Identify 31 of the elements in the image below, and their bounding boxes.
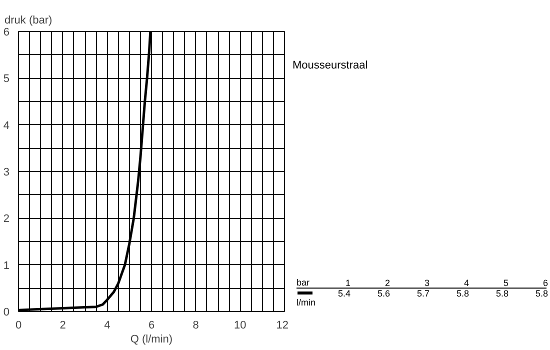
text: bar [296, 278, 310, 288]
text: 5.7 [416, 288, 430, 298]
text: 3 [424, 278, 430, 288]
text: 5 [503, 278, 509, 288]
y-tick-label: 4 [3, 120, 10, 132]
x-tick-label: 4 [104, 320, 110, 332]
text: l/min [296, 298, 316, 308]
x-tick-label: 12 [276, 320, 289, 332]
text: 5.8 [496, 288, 509, 298]
y-tick-label: 5 [3, 73, 10, 86]
x-tick-label: 8 [192, 320, 199, 332]
text: 2 [384, 278, 390, 288]
text: 6 [542, 278, 548, 288]
y-tick-label: 2 [3, 213, 10, 226]
y-tick-label: 6 [3, 26, 10, 38]
x-axis-title: Q (l/min) [130, 334, 173, 346]
y-tick-label: 0 [3, 306, 10, 318]
x-tick-label: 6 [148, 320, 155, 332]
text: 5.6 [377, 288, 390, 298]
x-tick-label: 0 [15, 320, 22, 332]
text: 5.8 [535, 288, 548, 298]
text: 5.4 [338, 288, 351, 298]
x-tick-label: 10 [234, 320, 246, 332]
y-tick-label: 3 [3, 166, 10, 178]
text: 4 [464, 278, 470, 288]
y-tick-label: 1 [3, 260, 10, 272]
x-tick-label: 2 [60, 320, 66, 332]
text: 5.8 [456, 288, 470, 298]
text: 1 [345, 278, 351, 288]
text: Mousseurstraal [292, 59, 368, 72]
y-axis-title: druk (bar) [4, 14, 52, 26]
